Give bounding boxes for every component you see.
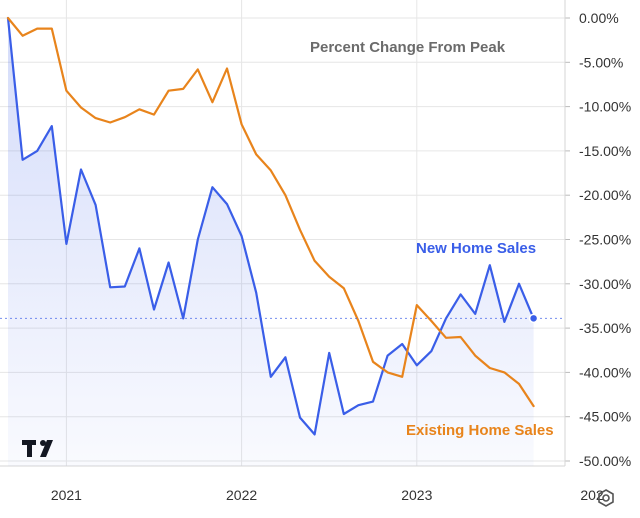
y-tick-label: -40.00% (579, 364, 631, 380)
x-tick-label: 202 (580, 487, 604, 503)
x-tick-labels: 2021 2022 2023 202 (51, 487, 604, 503)
x-tick-label: 2022 (226, 487, 257, 503)
new-home-sales-label: New Home Sales (416, 240, 536, 257)
y-tick-label: -15.00% (579, 143, 631, 159)
y-tick-label: -35.00% (579, 320, 631, 336)
chart-title: Percent Change From Peak (310, 39, 506, 56)
settings-gear-icon[interactable] (596, 488, 618, 510)
new-home-sales-last-point[interactable] (528, 313, 539, 324)
y-tick-label: -45.00% (579, 409, 631, 425)
existing-home-sales-label: Existing Home Sales (406, 422, 554, 439)
new-home-sales-area-fill (8, 18, 534, 466)
series (0, 16, 565, 436)
y-tick-label: -30.00% (579, 276, 631, 292)
existing-home-sales-line[interactable] (6, 16, 535, 408)
y-tick-label: -50.00% (579, 453, 631, 469)
tradingview-logo-icon[interactable] (22, 440, 53, 457)
y-tick-label: -10.00% (579, 99, 631, 115)
y-tick-label: -5.00% (579, 54, 623, 70)
x-tick-label: 2023 (401, 487, 432, 503)
x-tick-label: 2021 (51, 487, 82, 503)
y-tick-labels: 0.00% -5.00% -10.00% -15.00% -20.00% -25.00% -… (579, 10, 631, 469)
y-tick-label: -25.00% (579, 232, 631, 248)
y-tick-label: -20.00% (579, 187, 631, 203)
new-home-sales-area (8, 18, 534, 466)
y-tick-label: 0.00% (579, 10, 619, 26)
